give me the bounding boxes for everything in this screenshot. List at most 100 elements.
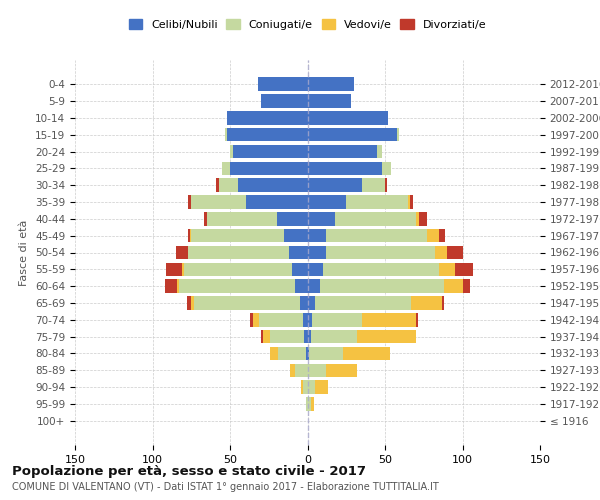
- Bar: [306, 346, 308, 360]
- Bar: [301, 380, 303, 394]
- Bar: [222, 162, 230, 175]
- Bar: [326, 364, 357, 377]
- Bar: [178, 280, 179, 293]
- Bar: [277, 212, 308, 226]
- Bar: [188, 229, 190, 242]
- Bar: [308, 246, 326, 259]
- Bar: [303, 313, 308, 326]
- Bar: [416, 212, 419, 226]
- Legend: Celibi/Nubili, Coniugati/e, Vedovi/e, Divorziati/e: Celibi/Nubili, Coniugati/e, Vedovi/e, Di…: [125, 16, 490, 33]
- Bar: [308, 229, 326, 242]
- Bar: [308, 128, 397, 141]
- Bar: [191, 296, 194, 310]
- Bar: [447, 246, 463, 259]
- Bar: [182, 262, 184, 276]
- Bar: [238, 178, 308, 192]
- Bar: [410, 196, 413, 209]
- Bar: [270, 330, 304, 344]
- Bar: [385, 178, 386, 192]
- Bar: [323, 262, 439, 276]
- Bar: [284, 229, 308, 242]
- Bar: [263, 330, 271, 344]
- Bar: [308, 94, 351, 108]
- Bar: [289, 246, 308, 259]
- Bar: [219, 178, 238, 192]
- Bar: [191, 196, 245, 209]
- Bar: [442, 296, 444, 310]
- Bar: [226, 128, 227, 141]
- Bar: [326, 229, 427, 242]
- Bar: [434, 246, 447, 259]
- Bar: [455, 262, 473, 276]
- Bar: [311, 330, 357, 344]
- Bar: [207, 212, 277, 226]
- Bar: [187, 296, 191, 310]
- Bar: [335, 212, 416, 226]
- Bar: [308, 296, 315, 310]
- Bar: [427, 229, 439, 242]
- Bar: [179, 280, 295, 293]
- Bar: [308, 397, 311, 410]
- Bar: [245, 196, 308, 209]
- Bar: [397, 128, 399, 141]
- Bar: [308, 145, 377, 158]
- Bar: [439, 262, 455, 276]
- Bar: [308, 212, 335, 226]
- Bar: [194, 296, 300, 310]
- Text: Popolazione per età, sesso e stato civile - 2017: Popolazione per età, sesso e stato civil…: [12, 465, 366, 478]
- Bar: [253, 313, 259, 326]
- Bar: [165, 280, 178, 293]
- Bar: [416, 313, 418, 326]
- Bar: [176, 246, 188, 259]
- Bar: [309, 346, 343, 360]
- Bar: [258, 78, 308, 91]
- Bar: [271, 346, 278, 360]
- Bar: [377, 145, 382, 158]
- Bar: [290, 364, 295, 377]
- Bar: [308, 162, 382, 175]
- Bar: [362, 178, 385, 192]
- Bar: [439, 229, 445, 242]
- Bar: [230, 162, 308, 175]
- Text: COMUNE DI VALENTANO (VT) - Dati ISTAT 1° gennaio 2017 - Elaborazione TUTTITALIA.: COMUNE DI VALENTANO (VT) - Dati ISTAT 1°…: [12, 482, 439, 492]
- Bar: [295, 364, 308, 377]
- Bar: [312, 313, 362, 326]
- Bar: [184, 262, 292, 276]
- Bar: [357, 330, 416, 344]
- Bar: [308, 364, 326, 377]
- Bar: [190, 229, 191, 242]
- Bar: [295, 280, 308, 293]
- Bar: [343, 346, 389, 360]
- Bar: [261, 330, 263, 344]
- Bar: [191, 229, 284, 242]
- Bar: [315, 296, 412, 310]
- Bar: [308, 380, 315, 394]
- Bar: [311, 397, 314, 410]
- Bar: [419, 212, 427, 226]
- Bar: [259, 313, 303, 326]
- Bar: [308, 111, 388, 124]
- Bar: [308, 346, 309, 360]
- Y-axis label: Fasce di età: Fasce di età: [19, 220, 29, 286]
- Bar: [166, 262, 182, 276]
- Bar: [292, 262, 308, 276]
- Bar: [230, 145, 233, 158]
- Bar: [320, 280, 444, 293]
- Bar: [308, 262, 323, 276]
- Bar: [227, 111, 308, 124]
- Bar: [308, 330, 311, 344]
- Bar: [233, 145, 308, 158]
- Bar: [303, 380, 308, 394]
- Bar: [227, 128, 308, 141]
- Bar: [188, 196, 191, 209]
- Bar: [362, 313, 416, 326]
- Bar: [203, 212, 207, 226]
- Bar: [308, 313, 312, 326]
- Bar: [408, 196, 410, 209]
- Bar: [412, 296, 442, 310]
- Bar: [308, 196, 346, 209]
- Bar: [278, 346, 306, 360]
- Bar: [300, 296, 308, 310]
- Bar: [315, 380, 328, 394]
- Bar: [346, 196, 408, 209]
